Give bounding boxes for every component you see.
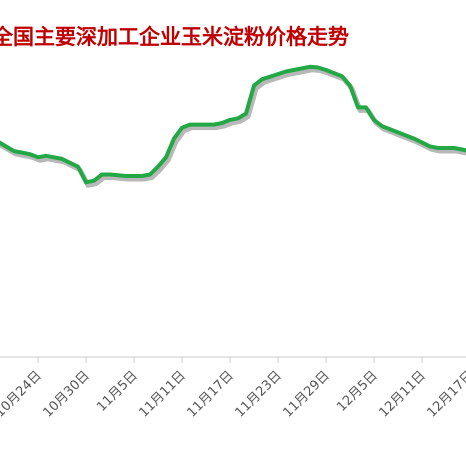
series-line-shadow: [0, 67, 466, 188]
chart-title: 全国主要深加工企业玉米淀粉价格走势: [0, 25, 349, 49]
x-tick-label: 11月17日: [184, 368, 236, 420]
x-tick-label: 11月23日: [232, 368, 284, 420]
x-tick-label: 11月11日: [136, 368, 188, 420]
x-tick-label: 11月5日: [94, 368, 141, 415]
x-tick-label: 12月11日: [376, 368, 428, 420]
plot-area: [0, 64, 466, 188]
x-tick-label: 11月29日: [280, 368, 332, 420]
x-tick-label: 10月30日: [40, 368, 92, 420]
x-tick-label: 12月5日: [334, 368, 381, 415]
series-line: [0, 64, 466, 185]
x-tick-label: 10月24日: [0, 368, 45, 420]
x-tick-label: 12月17日: [424, 368, 466, 420]
